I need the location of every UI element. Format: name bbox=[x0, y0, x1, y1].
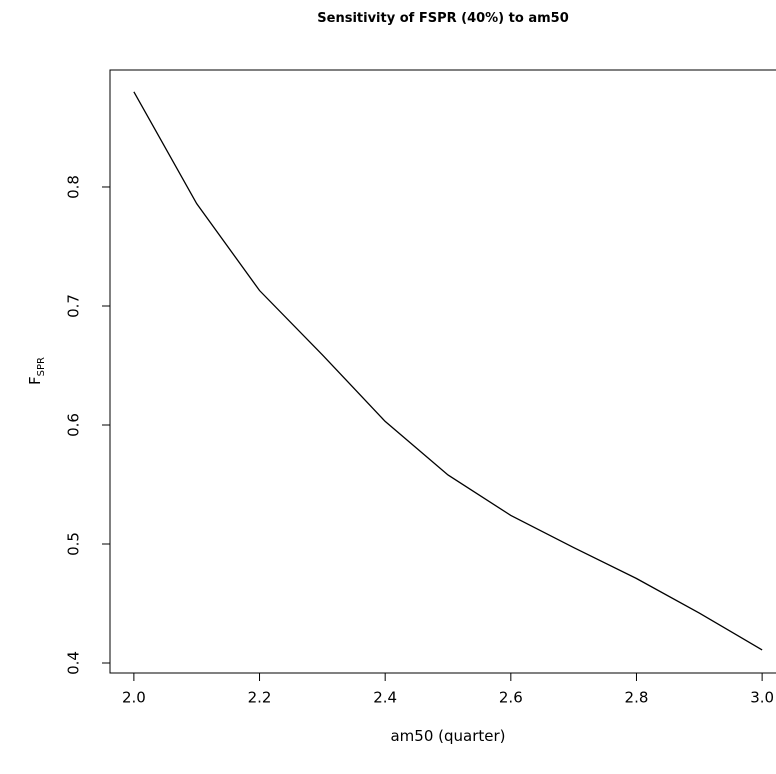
y-tick-label: 0.6 bbox=[65, 413, 83, 437]
plot-frame bbox=[109, 69, 776, 674]
x-tick-label: 2.4 bbox=[373, 689, 397, 707]
y-axis-label-sub: SPR bbox=[36, 357, 47, 376]
y-tick-label: 0.5 bbox=[65, 532, 83, 556]
y-axis-label-main: F bbox=[26, 376, 44, 385]
x-tick-label: 3.0 bbox=[750, 689, 774, 707]
x-tick-label: 2.8 bbox=[625, 689, 649, 707]
x-axis-label: am50 (quarter) bbox=[390, 727, 505, 745]
x-tick-label: 2.2 bbox=[248, 689, 272, 707]
y-tick-label: 0.7 bbox=[65, 294, 83, 318]
line-series bbox=[133, 91, 763, 651]
y-axis-label-group: FSPR bbox=[26, 357, 47, 385]
y-tick-label: 0.4 bbox=[65, 651, 83, 675]
y-tick-label: 0.8 bbox=[65, 175, 83, 199]
y-axis-label: FSPR bbox=[26, 357, 47, 385]
x-tick-label: 2.6 bbox=[499, 689, 523, 707]
x-tick-label: 2.0 bbox=[122, 689, 146, 707]
chart-title: Sensitivity of FSPR (40%) to am50 bbox=[317, 11, 568, 26]
